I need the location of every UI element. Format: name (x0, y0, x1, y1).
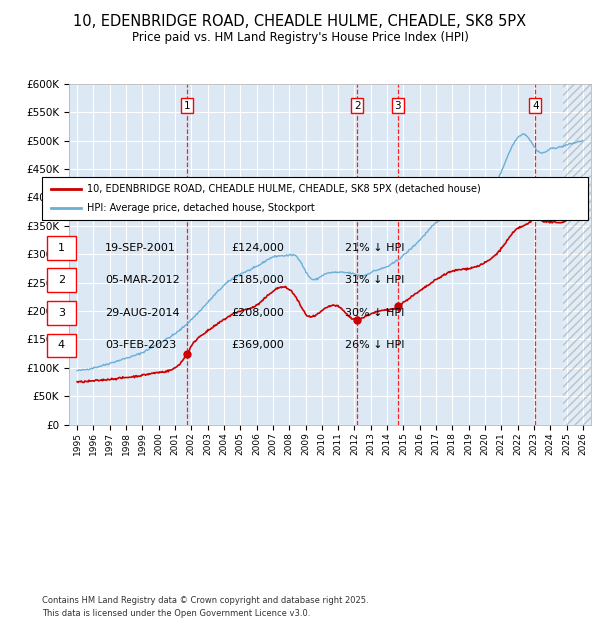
Text: £369,000: £369,000 (231, 340, 284, 350)
Text: 1: 1 (58, 243, 65, 253)
Bar (563, 84, 591, 425)
Text: 26% ↓ HPI: 26% ↓ HPI (345, 340, 404, 350)
Text: 19-SEP-2001: 19-SEP-2001 (105, 243, 176, 253)
Bar (563, 84, 591, 425)
Text: 10, EDENBRIDGE ROAD, CHEADLE HULME, CHEADLE, SK8 5PX: 10, EDENBRIDGE ROAD, CHEADLE HULME, CHEA… (73, 14, 527, 29)
Text: 2: 2 (354, 101, 361, 111)
Text: £185,000: £185,000 (231, 275, 284, 285)
Text: 05-MAR-2012: 05-MAR-2012 (105, 275, 180, 285)
Text: 3: 3 (395, 101, 401, 111)
Text: Price paid vs. HM Land Registry's House Price Index (HPI): Price paid vs. HM Land Registry's House … (131, 31, 469, 43)
Text: 1: 1 (184, 101, 190, 111)
Text: 2: 2 (58, 275, 65, 285)
Text: 31% ↓ HPI: 31% ↓ HPI (345, 275, 404, 285)
Text: 3: 3 (58, 308, 65, 318)
Text: 21% ↓ HPI: 21% ↓ HPI (345, 243, 404, 253)
Text: 10, EDENBRIDGE ROAD, CHEADLE HULME, CHEADLE, SK8 5PX (detached house): 10, EDENBRIDGE ROAD, CHEADLE HULME, CHEA… (87, 184, 481, 194)
Text: HPI: Average price, detached house, Stockport: HPI: Average price, detached house, Stoc… (87, 203, 315, 213)
Text: Contains HM Land Registry data © Crown copyright and database right 2025.
This d: Contains HM Land Registry data © Crown c… (42, 596, 368, 618)
Text: £208,000: £208,000 (231, 308, 284, 318)
Text: £124,000: £124,000 (231, 243, 284, 253)
Text: 4: 4 (58, 340, 65, 350)
Text: 03-FEB-2023: 03-FEB-2023 (105, 340, 176, 350)
Text: 29-AUG-2014: 29-AUG-2014 (105, 308, 179, 318)
Text: 4: 4 (532, 101, 539, 111)
Text: 30% ↓ HPI: 30% ↓ HPI (345, 308, 404, 318)
